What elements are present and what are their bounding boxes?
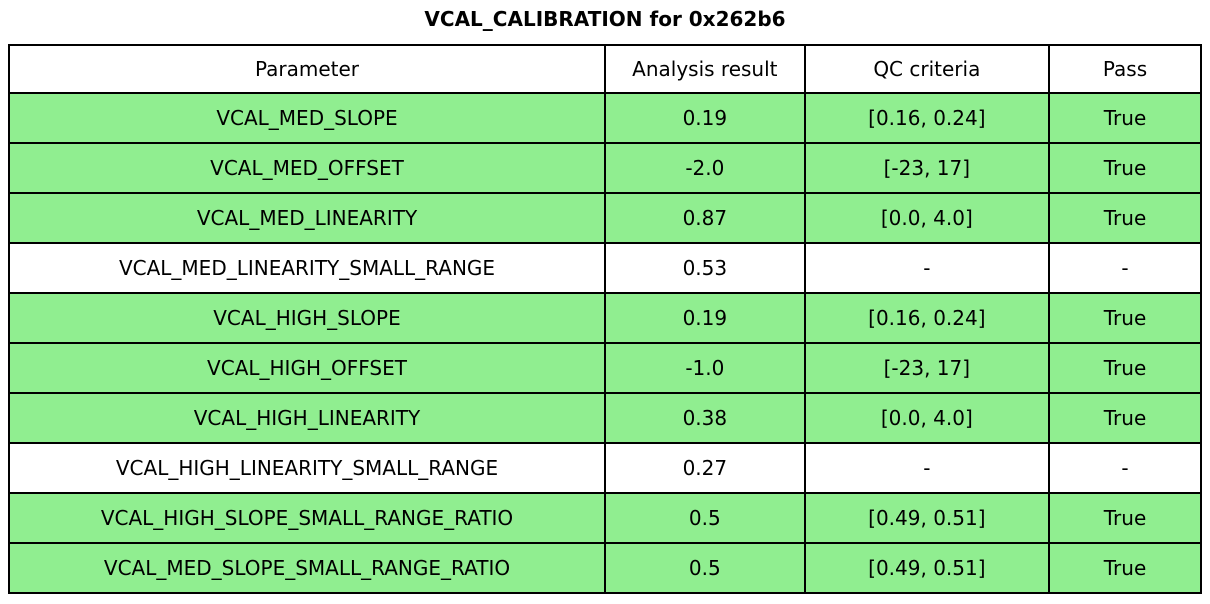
table-row: VCAL_HIGH_OFFSET -1.0 [-23, 17] True (8, 342, 1202, 394)
column-header-pass: Pass (1048, 44, 1202, 94)
cell-analysis-result: 0.19 (604, 292, 806, 344)
cell-parameter: VCAL_HIGH_OFFSET (8, 342, 606, 394)
cell-pass: True (1048, 492, 1202, 544)
cell-analysis-result: 0.87 (604, 192, 806, 244)
cell-qc-criteria: [0.49, 0.51] (803, 542, 1051, 594)
cell-parameter: VCAL_MED_LINEARITY (8, 192, 606, 244)
cell-qc-criteria: [0.0, 4.0] (803, 392, 1051, 444)
cell-parameter: VCAL_MED_SLOPE (8, 92, 606, 144)
cell-qc-criteria: - (803, 242, 1051, 294)
cell-qc-criteria: - (803, 442, 1051, 494)
cell-parameter: VCAL_MED_SLOPE_SMALL_RANGE_RATIO (8, 542, 606, 594)
cell-pass: True (1048, 392, 1202, 444)
cell-parameter: VCAL_HIGH_SLOPE_SMALL_RANGE_RATIO (8, 492, 606, 544)
cell-pass: True (1048, 92, 1202, 144)
cell-qc-criteria: [0.16, 0.24] (803, 92, 1051, 144)
cell-qc-criteria: [0.0, 4.0] (803, 192, 1051, 244)
cell-analysis-result: 0.38 (604, 392, 806, 444)
cell-pass: - (1048, 442, 1202, 494)
cell-parameter: VCAL_MED_OFFSET (8, 142, 606, 194)
table-row: VCAL_HIGH_SLOPE 0.19 [0.16, 0.24] True (8, 292, 1202, 344)
cell-pass: True (1048, 342, 1202, 394)
cell-analysis-result: 0.19 (604, 92, 806, 144)
cell-pass: - (1048, 242, 1202, 294)
cell-analysis-result: 0.5 (604, 492, 806, 544)
cell-qc-criteria: [0.16, 0.24] (803, 292, 1051, 344)
table-row: VCAL_HIGH_LINEARITY_SMALL_RANGE 0.27- - (8, 442, 1202, 494)
table-row: VCAL_MED_LINEARITY_SMALL_RANGE 0.53- - (8, 242, 1202, 294)
table-row: VCAL_HIGH_LINEARITY 0.38 [0.0, 4.0] True (8, 392, 1202, 444)
cell-analysis-result: -2.0 (604, 142, 806, 194)
cell-parameter: VCAL_HIGH_LINEARITY (8, 392, 606, 444)
cell-qc-criteria: [-23, 17] (803, 342, 1051, 394)
figure-title: VCAL_CALIBRATION for 0x262b6 (424, 7, 786, 31)
cell-analysis-result: 0.27 (604, 442, 806, 494)
cell-pass: True (1048, 142, 1202, 194)
table-header-row: Parameter Analysis result QC criteria Pa… (8, 44, 1202, 94)
cell-parameter: VCAL_HIGH_SLOPE (8, 292, 606, 344)
table-row: VCAL_MED_SLOPE_SMALL_RANGE_RATIO 0.5 [0.49… (8, 542, 1202, 594)
cell-analysis-result: 0.53 (604, 242, 806, 294)
column-header-analysis-result: Analysis result (604, 44, 806, 94)
cell-pass: True (1048, 292, 1202, 344)
column-header-qc-criteria: QC criteria (803, 44, 1051, 94)
qc-table: Parameter Analysis result QC criteria Pa… (8, 44, 1202, 594)
column-header-parameter: Parameter (8, 44, 606, 94)
cell-analysis-result: -1.0 (604, 342, 806, 394)
cell-parameter: VCAL_HIGH_LINEARITY_SMALL_RANGE (8, 442, 606, 494)
cell-pass: True (1048, 542, 1202, 594)
cell-qc-criteria: [-23, 17] (803, 142, 1051, 194)
cell-parameter: VCAL_MED_LINEARITY_SMALL_RANGE (8, 242, 606, 294)
table-row: VCAL_MED_SLOPE 0.19 [0.16, 0.24] True (8, 92, 1202, 144)
table-row: VCAL_HIGH_SLOPE_SMALL_RANGE_RATIO 0.5 [0.4… (8, 492, 1202, 544)
cell-analysis-result: 0.5 (604, 542, 806, 594)
cell-pass: True (1048, 192, 1202, 244)
table-row: VCAL_MED_LINEARITY 0.87 [0.0, 4.0] True (8, 192, 1202, 244)
cell-qc-criteria: [0.49, 0.51] (803, 492, 1051, 544)
table-row: VCAL_MED_OFFSET -2.0 [-23, 17] True (8, 142, 1202, 194)
